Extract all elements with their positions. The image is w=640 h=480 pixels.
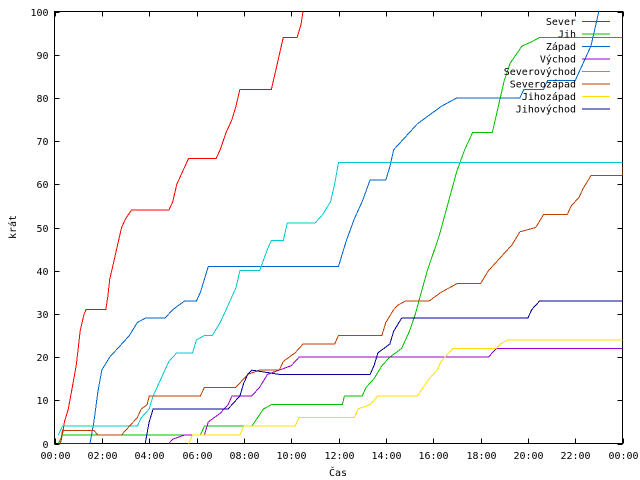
y-axis-label: krát [7, 215, 19, 239]
legend: Sever JihZápadVýchodSeverovýchodSeverozáp… [504, 17, 610, 116]
x-tick-label: 00:00 [40, 451, 70, 462]
legend-label: Západ [546, 41, 576, 53]
y-tick-label: 10 [36, 396, 48, 407]
y-tick-label: 90 [36, 51, 48, 62]
legend-label: Jih [558, 30, 576, 41]
x-tick-label: 08:00 [229, 451, 259, 462]
x-tick-label: 20:00 [513, 451, 543, 462]
x-tick-label: 04:00 [134, 451, 164, 462]
series-line-8 [144, 300, 623, 444]
y-tick-label: 40 [36, 267, 48, 278]
legend-label: Sever [546, 17, 576, 28]
y-axis: 0 10 20 30 40 50 60 70 80 90 100 [30, 8, 623, 451]
series-layer [57, 11, 623, 444]
y-tick-label: 80 [36, 94, 48, 105]
x-tick-label: 06:00 [182, 451, 212, 462]
x-tick-label: 18:00 [466, 451, 496, 462]
y-tick-label: 30 [36, 310, 48, 321]
y-tick-label: 20 [36, 353, 48, 364]
y-tick-label: 70 [36, 137, 48, 148]
legend-label: Východ [540, 54, 576, 66]
y-tick-label: 50 [36, 224, 48, 235]
y-tick-label: 100 [30, 8, 48, 19]
series-line-7 [188, 339, 623, 444]
legend-label: Severozápad [510, 79, 576, 91]
plot-frame [54, 11, 623, 444]
x-axis: 00:00 02:00 04:00 06:00 08:00 10:00 12:00 14:00… [40, 11, 639, 462]
x-axis-label: Čas [329, 466, 347, 479]
y-tick-label: 60 [36, 180, 48, 191]
series-line-5 [57, 162, 623, 436]
x-tick-label: 02:00 [87, 451, 117, 462]
x-tick-label: 22:00 [560, 451, 590, 462]
y-tick-label: 0 [42, 440, 48, 451]
series-line-3 [58, 11, 600, 444]
x-tick-label: 16:00 [418, 451, 448, 462]
x-tick-label: 14:00 [371, 451, 401, 462]
x-tick-label: 10:00 [276, 451, 306, 462]
legend-label: Jihozápad [522, 91, 576, 103]
x-tick-label: 00:00 [608, 451, 638, 462]
x-tick-label: 12:00 [324, 451, 354, 462]
legend-label: Jihovýchod [516, 104, 576, 116]
series-line-2 [57, 36, 623, 444]
legend-label: Severovýchod [504, 66, 576, 78]
series-line-6 [59, 167, 623, 444]
series-line-1 [59, 11, 304, 444]
